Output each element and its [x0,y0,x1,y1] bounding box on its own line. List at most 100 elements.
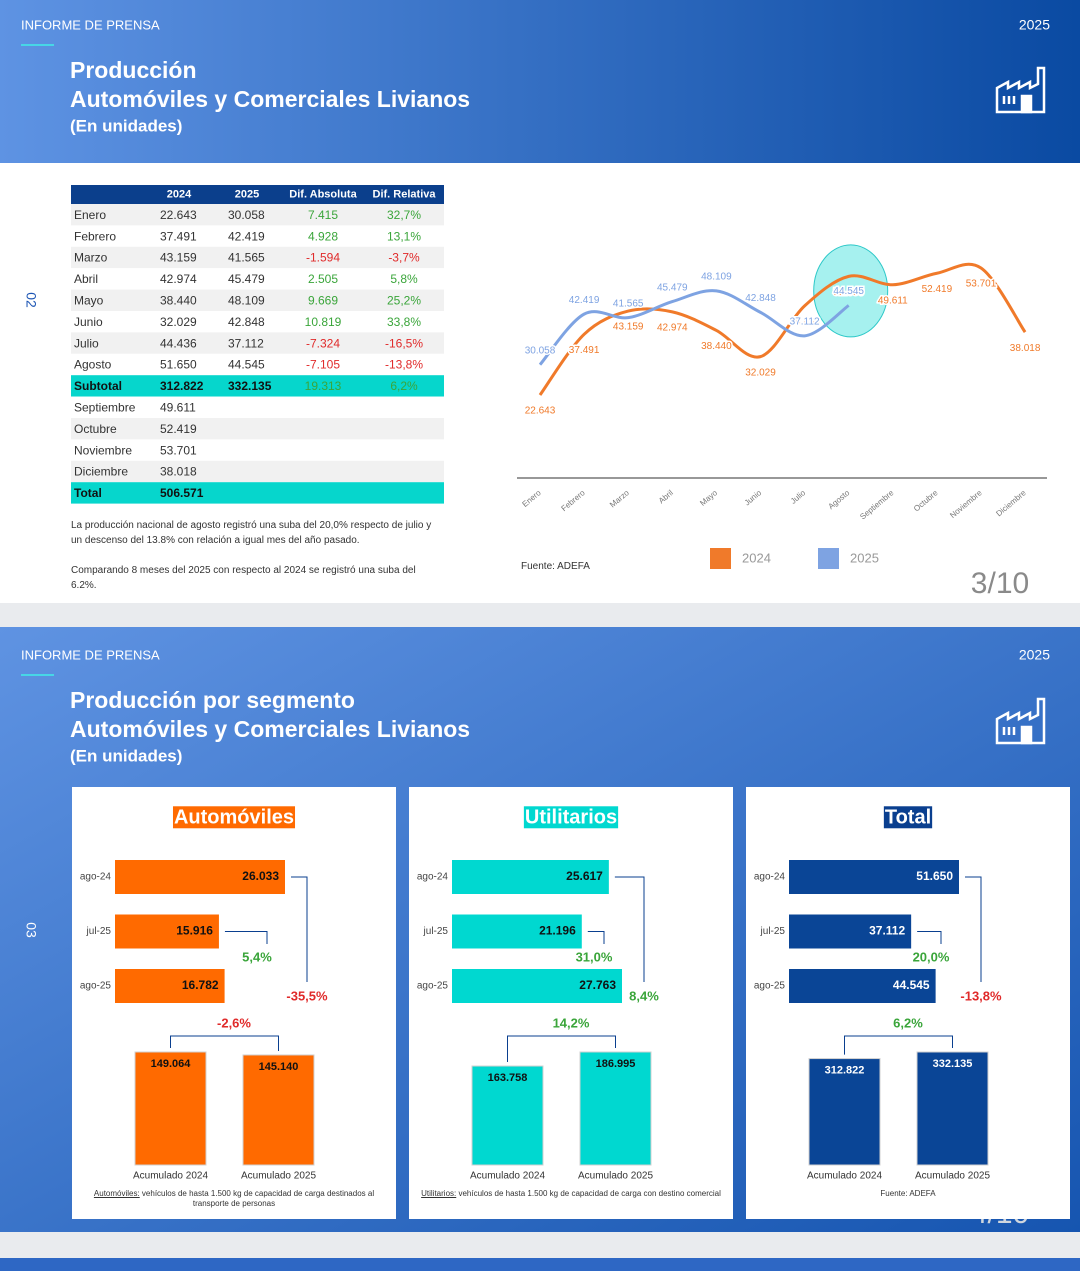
connector [170,1035,279,1051]
table-cell: 4.928 [308,229,338,243]
subtitle: (En unidades) [70,116,182,135]
footnote: Fuente: ADEFA [758,1189,1058,1199]
table-cell: 49.611 [160,400,196,414]
x-tick-label: Acumulado 2025 [915,1171,990,1182]
table-cell: -3,7% [388,251,420,265]
table-cell: Diciembre [74,465,128,479]
data-label: 52.419 [922,284,953,295]
table-cell: Marzo [74,251,108,265]
bar-label: 15.916 [176,924,213,938]
side-number: 02 [23,292,39,308]
row-label: ago-25 [80,981,112,992]
change-label: 8,4% [629,988,659,1003]
x-tick-label: Acumulado 2024 [470,1171,545,1182]
bar-label: 51.650 [916,869,953,883]
table-cell: 19.313 [305,379,342,393]
table-cell: Septiembre [74,400,136,414]
table-row-bg [71,375,444,397]
x-tick-label: Acumulado 2024 [133,1171,208,1182]
table-cell: 37.491 [160,229,197,243]
data-label: 51.650 [833,287,864,298]
data-label: 53.701 [966,279,997,290]
factory-icon [995,697,1046,745]
footnote: Automóviles: vehículos de hasta 1.500 kg… [84,1189,384,1209]
table-cell: 506.571 [160,486,204,500]
table-cell: 44.545 [228,358,265,372]
table-cell: Noviembre [74,443,132,457]
subtitle: (En unidades) [70,746,182,765]
x-tick-label: Acumulado 2024 [807,1171,882,1182]
data-label: 49.611 [878,295,908,306]
header-label: INFORME DE PRENSA [21,17,160,32]
table-cell: 42.974 [160,272,197,286]
table-header: Dif. Relativa [373,188,437,200]
note: Comparando 8 meses del 2025 con respecto… [71,565,416,591]
factory-icon [995,66,1046,114]
table-header: 2024 [167,188,192,200]
header-band [0,0,1080,163]
cumulative-bar [471,1065,544,1166]
cumulative-bar [242,1054,315,1166]
table-row-bg [71,460,444,483]
panel-title-bg [883,806,933,829]
bar-label: 186.995 [596,1058,636,1070]
change-label: 14,2% [553,1015,590,1030]
table-cell: 22.643 [160,208,197,222]
data-label: 38.440 [701,341,732,352]
table-cell: 25,2% [387,293,421,307]
table-cell: 33,8% [387,315,421,329]
connector [965,876,982,982]
title: Automóviles y Comerciales Livianos [70,86,470,112]
side-number: 03 [23,922,39,938]
table-cell: 6,2% [390,379,418,393]
series-line [538,262,1027,396]
row-label: ago-25 [417,981,449,992]
note: La producción nacional de agosto registr… [71,520,432,546]
table-cell: Total [74,486,102,500]
title: Automóviles y Comerciales Livianos [70,716,470,742]
connector [587,931,605,944]
row-label: jul-25 [86,926,112,937]
table-cell: -7.105 [306,358,340,372]
page-number: 3/10 [971,567,1029,600]
table-cell: 45.479 [228,272,265,286]
legend-label: 2024 [742,550,771,565]
table-cell: Subtotal [74,379,122,393]
table-cell: Julio [74,336,99,350]
bar-label: 163.758 [488,1072,528,1084]
change-label: 5,4% [242,949,272,964]
bar-label: 27.763 [579,978,616,992]
panel-title: Automóviles [174,806,294,828]
header-underline [21,674,54,676]
table-cell: Mayo [74,293,104,307]
connector [917,931,942,944]
footnote-term: Utilitarios: [421,1189,457,1198]
table-cell: -1.594 [306,251,340,265]
table-cell: 5,8% [390,272,418,286]
table-cell: 312.822 [160,379,204,393]
table-cell: -7.324 [306,336,340,350]
row-label: ago-24 [417,872,449,883]
table-cell: Junio [74,315,103,329]
table-header-bg [71,185,444,204]
data-label: 45.479 [657,282,688,293]
panel-title: Utilitarios [525,806,617,828]
data-label: 32.029 [745,367,776,378]
panel-title-bg [172,806,296,829]
change-label: 20,0% [913,949,950,964]
data-label: 42.974 [657,323,688,334]
connector [291,876,308,982]
data-label: 22.643 [525,406,556,417]
bar [452,914,582,949]
table-cell: -13,8% [385,358,423,372]
data-label: 42.419 [569,295,600,306]
bar-label: 16.782 [182,978,219,992]
table-cell: 7.415 [308,208,338,222]
table-header: Dif. Absoluta [289,188,357,200]
row-label: ago-24 [80,872,112,883]
data-label: 38.018 [1010,343,1041,354]
next-slide-edge [0,1258,1080,1271]
connector [224,931,268,944]
change-label: 31,0% [576,949,613,964]
